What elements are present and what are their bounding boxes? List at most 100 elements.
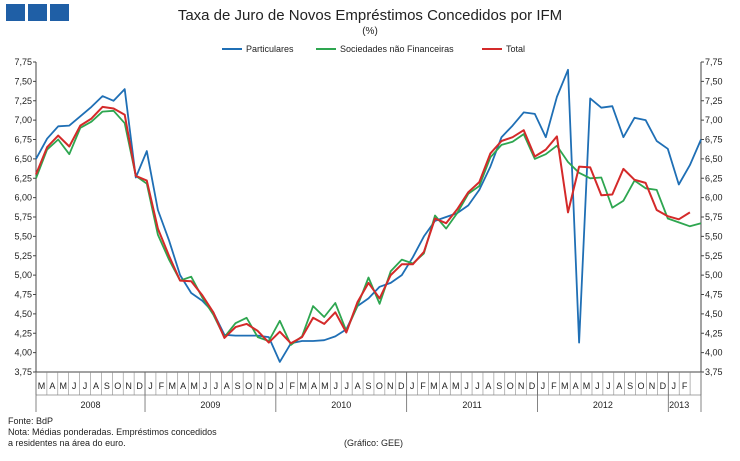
legend-label-3: Total bbox=[506, 44, 525, 54]
month-label: N bbox=[649, 381, 656, 391]
month-label: A bbox=[93, 381, 99, 391]
month-label: A bbox=[573, 381, 579, 391]
y-tick-label-left: 6,00 bbox=[14, 193, 32, 203]
y-tick-label-right: 4,75 bbox=[705, 290, 723, 300]
month-label: N bbox=[518, 381, 525, 391]
series-line-sociedades-n-o-financeiras bbox=[35, 109, 702, 346]
month-label: D bbox=[660, 381, 667, 391]
year-label: 2008 bbox=[80, 400, 100, 410]
year-label: 2009 bbox=[200, 400, 220, 410]
logo-block-2 bbox=[28, 4, 47, 21]
y-tick-label-right: 5,00 bbox=[705, 270, 723, 280]
y-tick-label-right: 4,50 bbox=[705, 309, 723, 319]
month-label: F bbox=[551, 381, 557, 391]
y-tick-label-right: 7,75 bbox=[705, 57, 723, 67]
month-label: S bbox=[104, 381, 110, 391]
year-label: 2012 bbox=[593, 400, 613, 410]
y-tick-label-left: 7,75 bbox=[14, 57, 32, 67]
gee-logo bbox=[6, 4, 69, 21]
month-label: M bbox=[38, 381, 46, 391]
month-label: J bbox=[595, 381, 600, 391]
month-label: J bbox=[410, 381, 415, 391]
month-label: N bbox=[387, 381, 394, 391]
y-tick-label-left: 5,75 bbox=[14, 212, 32, 222]
month-label: J bbox=[475, 381, 480, 391]
y-tick-label-left: 4,50 bbox=[14, 309, 32, 319]
month-label: F bbox=[420, 381, 426, 391]
y-tick-label-left: 6,25 bbox=[14, 173, 32, 183]
y-tick-label-right: 3,75 bbox=[705, 367, 723, 377]
month-label: J bbox=[203, 381, 208, 391]
month-label: J bbox=[214, 381, 219, 391]
y-tick-label-right: 5,50 bbox=[705, 231, 723, 241]
y-tick-label-left: 3,75 bbox=[14, 367, 32, 377]
month-label: J bbox=[334, 381, 339, 391]
y-tick-label-left: 7,00 bbox=[14, 115, 32, 125]
month-label: D bbox=[398, 381, 405, 391]
y-tick-label-left: 5,50 bbox=[14, 231, 32, 241]
month-label: A bbox=[311, 381, 317, 391]
series-line-total bbox=[35, 105, 691, 345]
y-tick-label-left: 6,50 bbox=[14, 154, 32, 164]
month-label: S bbox=[235, 381, 241, 391]
y-tick-label-right: 6,75 bbox=[705, 135, 723, 145]
legend-label-2: Sociedades não Financeiras bbox=[340, 44, 454, 54]
y-tick-label-left: 4,25 bbox=[14, 328, 32, 338]
month-label: J bbox=[148, 381, 153, 391]
y-tick-label-right: 4,25 bbox=[705, 328, 723, 338]
y-tick-label-right: 6,50 bbox=[705, 154, 723, 164]
year-label: 2011 bbox=[462, 400, 481, 410]
month-label: J bbox=[344, 381, 349, 391]
y-tick-label-right: 7,25 bbox=[705, 96, 723, 106]
month-label: A bbox=[442, 381, 448, 391]
month-label: O bbox=[245, 381, 252, 391]
month-label: J bbox=[606, 381, 611, 391]
month-label: F bbox=[682, 381, 688, 391]
y-tick-label-right: 6,25 bbox=[705, 173, 723, 183]
month-label: J bbox=[83, 381, 88, 391]
month-label: M bbox=[430, 381, 438, 391]
y-tick-label-left: 6,75 bbox=[14, 135, 32, 145]
year-label: 2013 bbox=[669, 400, 689, 410]
month-label: O bbox=[638, 381, 645, 391]
month-label: F bbox=[289, 381, 295, 391]
y-tick-label-left: 5,25 bbox=[14, 251, 32, 261]
month-label: A bbox=[616, 381, 622, 391]
month-label: M bbox=[60, 381, 68, 391]
source-note: Fonte: BdP bbox=[8, 416, 54, 426]
month-label: S bbox=[365, 381, 371, 391]
month-label: M bbox=[169, 381, 177, 391]
y-tick-label-right: 4,00 bbox=[705, 348, 723, 358]
month-label: M bbox=[190, 381, 198, 391]
month-label: O bbox=[507, 381, 514, 391]
note-line-2: a residentes na área do euro. bbox=[8, 438, 126, 448]
month-label: A bbox=[180, 381, 186, 391]
month-label: N bbox=[256, 381, 263, 391]
y-tick-label-left: 5,00 bbox=[14, 270, 32, 280]
month-label: J bbox=[671, 381, 676, 391]
month-label: N bbox=[125, 381, 132, 391]
chart-notes: Fonte: BdP Nota: Médias ponderadas. Empr… bbox=[8, 416, 217, 449]
month-label: J bbox=[279, 381, 284, 391]
month-label: O bbox=[114, 381, 121, 391]
chart-title: Taxa de Juro de Novos Empréstimos Conced… bbox=[177, 7, 563, 24]
month-label: A bbox=[355, 381, 361, 391]
month-label: F bbox=[159, 381, 165, 391]
chart-unit: (%) bbox=[362, 26, 378, 37]
y-tick-label-right: 7,00 bbox=[705, 115, 723, 125]
month-label: M bbox=[299, 381, 307, 391]
month-label: S bbox=[627, 381, 633, 391]
logo-block-1 bbox=[6, 4, 25, 21]
series-line-particulares bbox=[35, 68, 702, 363]
month-label: J bbox=[541, 381, 546, 391]
month-label: J bbox=[72, 381, 77, 391]
y-tick-label-right: 6,00 bbox=[705, 193, 723, 203]
month-label: D bbox=[136, 381, 143, 391]
y-tick-label-left: 7,25 bbox=[14, 96, 32, 106]
y-tick-label-right: 7,50 bbox=[705, 76, 723, 86]
y-tick-label-right: 5,75 bbox=[705, 212, 723, 222]
month-label: D bbox=[529, 381, 536, 391]
y-tick-label-left: 7,50 bbox=[14, 76, 32, 86]
y-tick-label-left: 4,75 bbox=[14, 290, 32, 300]
